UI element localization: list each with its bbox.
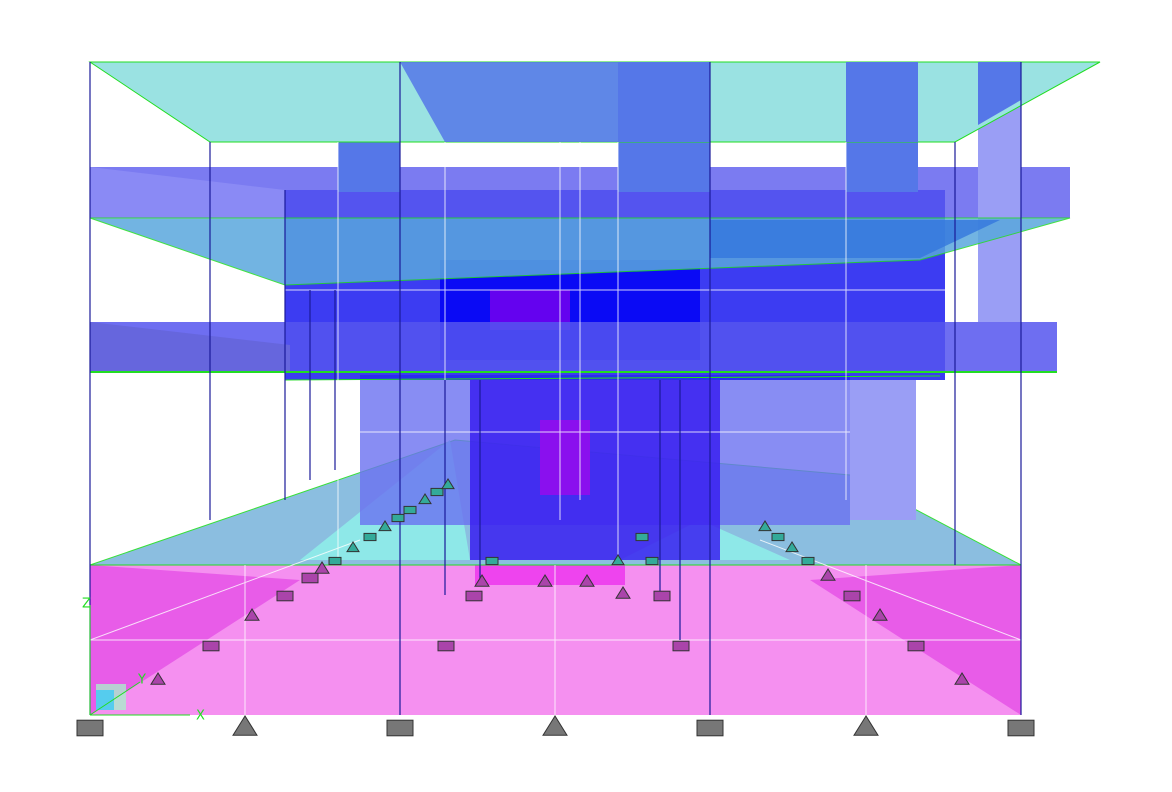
support-pin [232,715,258,736]
support-fixed [801,556,815,566]
support-pin [542,715,568,736]
roof-opening [400,62,618,142]
support-pin [820,568,836,581]
support-fixed [1007,719,1035,737]
support-pin [758,520,772,532]
support-fixed [391,513,405,523]
support-fixed [328,556,342,566]
core-center [470,380,720,560]
support-pin [853,715,879,736]
support-pin [954,672,970,685]
support-pin [418,493,432,505]
beam-band-1-left [90,167,285,218]
support-fixed [771,532,785,542]
support-fixed [403,505,417,515]
y-axis-label: Y [137,673,146,688]
support-pin [611,554,625,566]
y-axis [89,681,141,716]
support-pin [537,574,553,587]
support-pin [150,672,166,685]
slab-edge [284,375,941,381]
support-pin [615,586,631,599]
support-fixed [202,640,220,652]
support-fixed [437,640,455,652]
support-fixed [696,719,724,737]
support-pin [474,574,490,587]
support-fixed [653,590,671,602]
support-pin [579,574,595,587]
roof-opening [846,62,918,142]
mid-slab-shade [710,220,1000,258]
support-pin [346,541,360,553]
support-fixed [76,719,104,737]
side-panel [850,380,916,520]
roof-opening [978,62,1021,125]
beam-band-2 [90,322,1057,372]
support-fixed [843,590,861,602]
beam-band-2-left [90,322,290,372]
support-fixed [907,640,925,652]
support-fixed [430,487,444,497]
support-fixed [386,719,414,737]
pit [475,565,625,585]
support-fixed [363,532,377,542]
support-fixed [465,590,483,602]
support-pin [314,561,330,574]
core-shaft [540,420,590,495]
support-fixed [485,556,499,566]
support-pin [378,520,392,532]
support-fixed [672,640,690,652]
z-axis-label: Z [82,597,91,612]
triad-cube [96,690,114,710]
roof-opening [618,62,710,142]
grid [89,142,1022,715]
support-pin [441,478,455,490]
support-fixed [645,556,659,566]
axis-triad: X Y Z [82,597,205,724]
support-pin [785,541,799,553]
x-axis-label: X [196,709,205,724]
support-fixed [301,572,319,584]
columns [89,62,1022,715]
support-fixed [635,532,649,542]
support-pin [872,608,888,621]
support-pin [244,608,260,621]
support-fixed [276,590,294,602]
